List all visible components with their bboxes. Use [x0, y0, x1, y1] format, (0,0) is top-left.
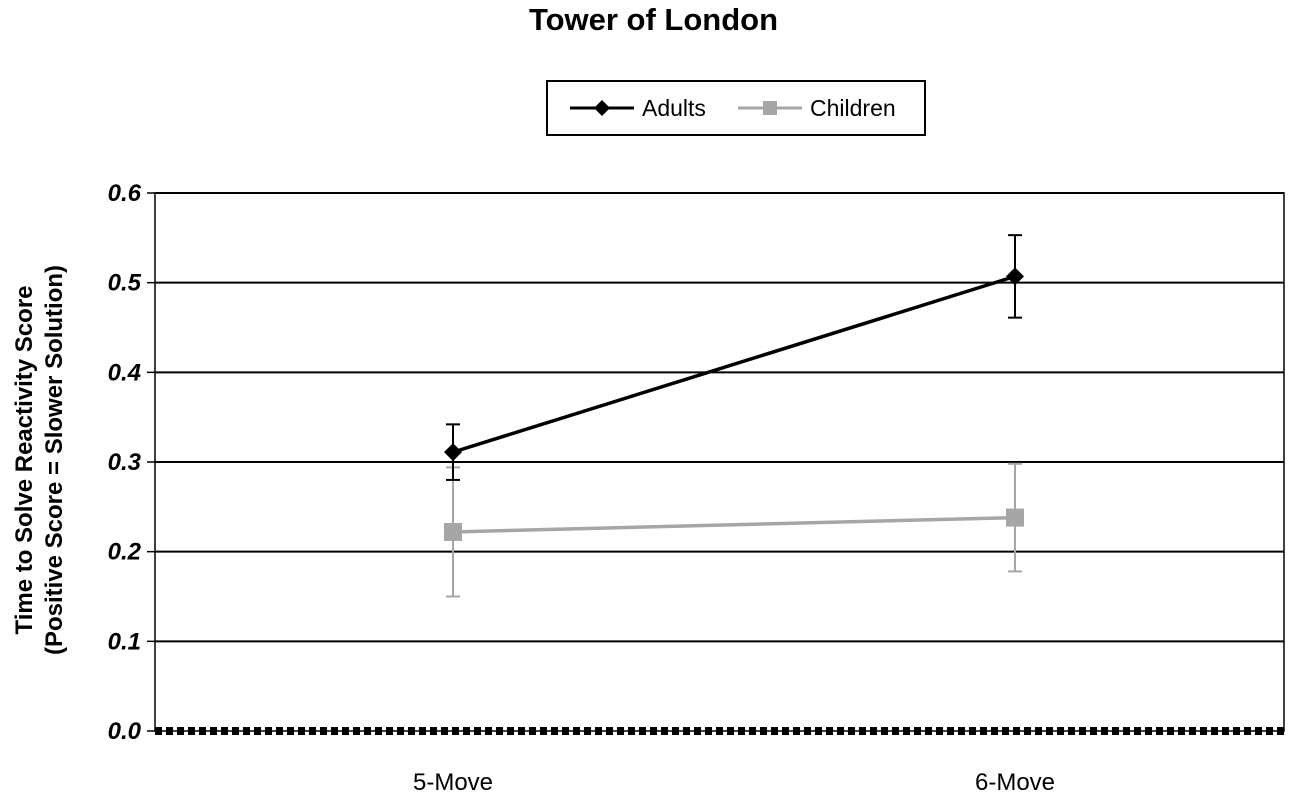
data-point-adults — [444, 443, 462, 462]
y-tick-label: 0.4 — [108, 359, 141, 386]
series-line-adults — [452, 274, 1016, 454]
legend-adults-label: Adults — [642, 94, 706, 121]
legend-children-swatch — [738, 101, 802, 115]
legend: Adults Children — [546, 80, 926, 136]
y-tick-label: 0.1 — [108, 628, 141, 655]
legend-children-label: Children — [810, 94, 896, 121]
data-point-adults — [1006, 267, 1024, 286]
y-tick-label: 0.2 — [108, 539, 142, 566]
series-line-children — [452, 515, 1016, 534]
y-tick-label: 0.0 — [108, 718, 142, 745]
x-tick-label: 6-Move — [975, 769, 1055, 796]
legend-entry-children: Children — [736, 94, 896, 122]
chart-title: Tower of London — [528, 2, 779, 37]
legend-adults-swatch — [570, 100, 634, 116]
y-tick-label: 0.5 — [108, 270, 142, 297]
legend-entry-adults: Adults — [568, 94, 706, 122]
y-tick-label: 0.6 — [108, 180, 142, 207]
data-point-children — [444, 522, 462, 541]
data-point-children — [1006, 508, 1024, 527]
y-tick-label: 0.3 — [108, 449, 142, 476]
x-tick-label: 5-Move — [413, 769, 493, 796]
